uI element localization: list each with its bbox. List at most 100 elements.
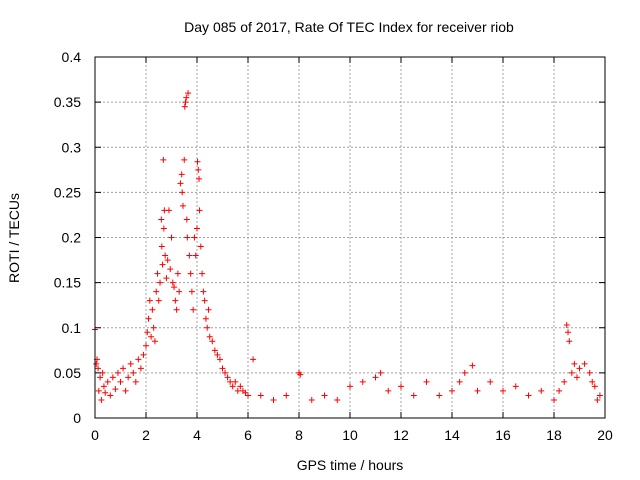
- data-point: [137, 365, 144, 372]
- data-point: [93, 360, 100, 367]
- data-point: [571, 360, 578, 367]
- data-point: [172, 297, 179, 304]
- data-point: [209, 338, 216, 345]
- data-point: [114, 369, 121, 376]
- grid: [95, 57, 605, 418]
- data-point: [596, 392, 603, 399]
- data-point: [151, 338, 158, 345]
- data-point: [202, 315, 209, 322]
- data-point: [117, 378, 124, 385]
- data-point: [245, 392, 251, 399]
- data-point: [561, 378, 568, 385]
- data-point: [171, 284, 178, 291]
- data-point: [191, 234, 198, 241]
- y-tick-label: 0: [73, 410, 81, 426]
- data-point: [179, 202, 186, 209]
- data-point: [177, 180, 184, 187]
- data-point: [199, 270, 206, 277]
- data-point: [487, 378, 494, 385]
- data-point: [576, 365, 583, 372]
- data-point: [164, 257, 171, 264]
- data-point: [204, 324, 211, 331]
- data-point: [196, 175, 203, 182]
- data-point: [359, 378, 366, 385]
- y-tick-label: 0.15: [54, 275, 81, 291]
- data-point: [186, 252, 193, 259]
- data-point: [135, 356, 142, 363]
- data-point: [197, 243, 204, 250]
- data-point: [163, 275, 170, 282]
- data-point: [181, 156, 188, 163]
- data-point: [372, 374, 379, 381]
- x-tick-label: 12: [393, 427, 409, 443]
- data-point: [179, 189, 186, 196]
- data-point: [538, 387, 545, 394]
- data-point: [176, 288, 183, 295]
- data-point: [187, 270, 194, 277]
- y-tick-label: 0.2: [62, 230, 82, 246]
- y-tick-label: 0.4: [62, 49, 82, 65]
- data-point: [410, 392, 417, 399]
- data-point: [153, 288, 160, 295]
- data-point: [158, 243, 165, 250]
- data-points: [92, 90, 603, 403]
- y-tick-label: 0.25: [54, 184, 81, 200]
- y-tick-label: 0.35: [54, 94, 81, 110]
- data-point: [232, 378, 239, 385]
- data-point: [174, 270, 181, 277]
- chart-title: Day 085 of 2017, Rate Of TEC Index for r…: [184, 19, 514, 35]
- data-point: [377, 369, 384, 376]
- data-point: [436, 392, 443, 399]
- data-point: [97, 374, 104, 381]
- data-point: [385, 387, 392, 394]
- data-point: [150, 324, 157, 331]
- data-point: [200, 288, 207, 295]
- x-tick-label: 4: [193, 427, 201, 443]
- data-point: [130, 369, 137, 376]
- data-point: [270, 396, 277, 403]
- data-point: [169, 279, 176, 286]
- x-tick-labels: 0 2 4 6 8 10 12 14 16 18 20: [91, 427, 613, 443]
- x-tick-label: 8: [295, 427, 303, 443]
- data-point: [190, 306, 197, 313]
- data-point: [556, 387, 563, 394]
- x-tick-label: 18: [546, 427, 562, 443]
- data-point: [107, 392, 114, 399]
- data-point: [160, 156, 167, 163]
- data-point: [165, 207, 172, 214]
- data-point: [145, 315, 152, 322]
- data-point: [125, 374, 132, 381]
- data-point: [146, 297, 153, 304]
- data-point: [257, 392, 264, 399]
- data-point: [398, 383, 404, 390]
- data-point: [573, 374, 580, 381]
- data-point: [183, 216, 190, 223]
- data-point: [192, 252, 199, 259]
- data-point: [144, 329, 151, 336]
- data-point: [568, 369, 575, 376]
- data-point: [214, 351, 221, 358]
- data-point: [122, 387, 129, 394]
- data-point: [242, 389, 249, 396]
- data-point: [566, 338, 573, 345]
- data-point: [229, 383, 236, 390]
- y-tick-label: 0.3: [62, 139, 82, 155]
- data-point: [100, 383, 107, 390]
- data-point: [283, 392, 290, 399]
- data-point: [109, 374, 116, 381]
- y-tick-label: 0.1: [62, 320, 82, 336]
- data-point: [162, 252, 169, 259]
- x-tick-label: 14: [444, 427, 460, 443]
- data-point: [112, 386, 119, 393]
- data-point: [456, 378, 463, 385]
- data-point: [334, 396, 341, 403]
- data-point: [132, 378, 139, 385]
- data-point: [120, 365, 127, 372]
- data-point: [594, 396, 601, 403]
- data-point: [184, 234, 191, 241]
- data-point: [188, 288, 195, 295]
- data-point: [423, 378, 430, 385]
- data-point: [591, 383, 598, 390]
- data-point: [563, 322, 570, 329]
